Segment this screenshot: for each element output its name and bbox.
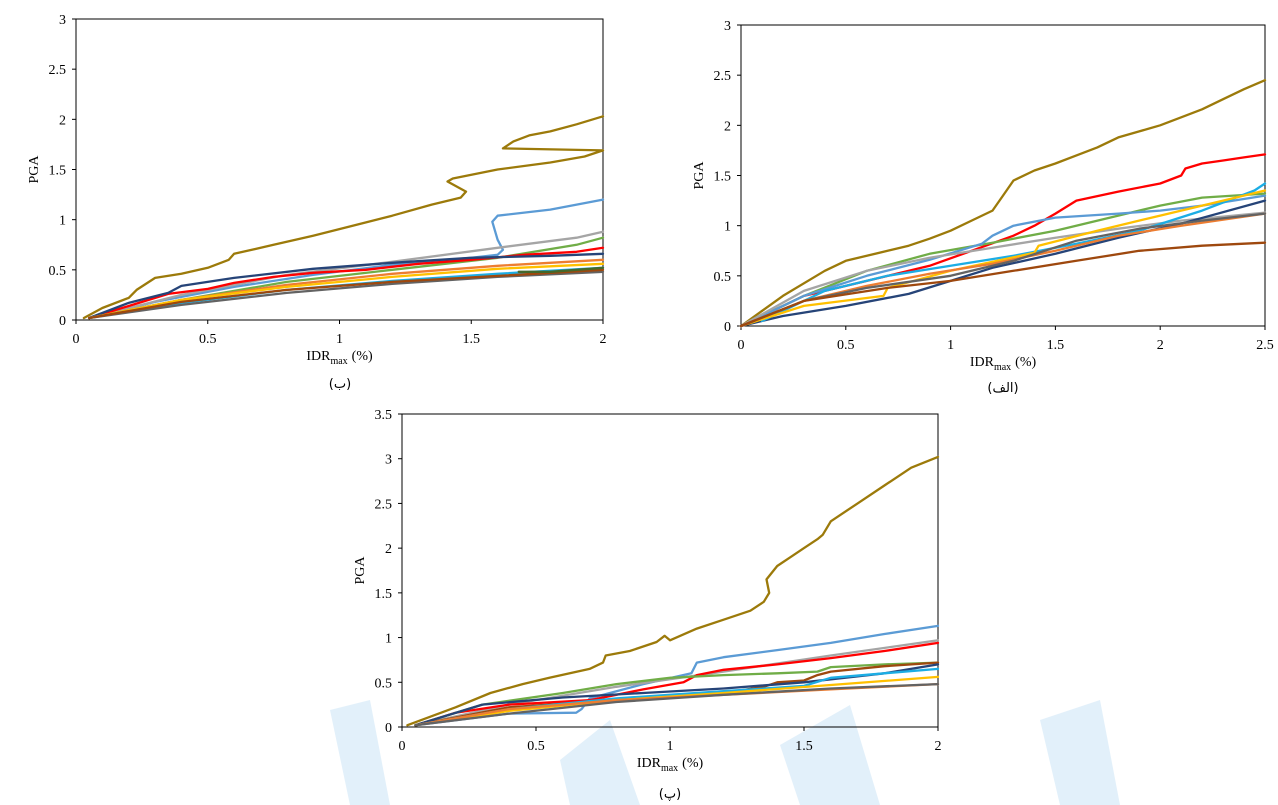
y-axis-label: PGA: [353, 556, 368, 585]
y-axis-label: PGA: [692, 161, 707, 190]
y-tick-label: 2.5: [714, 69, 732, 84]
x-axis-label-unit: (%): [682, 756, 703, 771]
x-tick-label: 1.5: [1047, 338, 1065, 353]
y-tick-label: 2.5: [375, 497, 393, 512]
series-line-2: [414, 624, 940, 727]
series-line-1: [406, 455, 940, 727]
x-tick-label: 0: [73, 332, 80, 347]
x-axis-label-main: IDR: [637, 756, 662, 771]
x-tick-label: 0: [738, 338, 745, 353]
y-tick-label: 3: [59, 13, 66, 28]
x-axis-label: IDRmax (%): [306, 349, 373, 367]
series-line-2: [739, 153, 1267, 328]
x-tick-label: 0.5: [199, 332, 217, 347]
y-axis-label: PGA: [27, 155, 42, 184]
series-line-2: [88, 198, 605, 320]
series-line-4: [739, 194, 1267, 328]
y-tick-label: 0: [724, 320, 731, 335]
panel-caption: (ب): [329, 377, 351, 392]
series-line-8: [739, 189, 1267, 328]
x-axis-label-subscript: max: [330, 356, 347, 367]
x-tick-label: 0: [399, 739, 406, 754]
x-tick-label: 0.5: [527, 739, 545, 754]
x-tick-label: 2: [935, 739, 942, 754]
x-tick-label: 2.5: [1256, 338, 1274, 353]
series-line-10: [88, 270, 605, 320]
x-axis-label-unit: (%): [1015, 355, 1036, 370]
y-tick-label: 0.5: [49, 264, 67, 279]
x-axis-label-unit: (%): [352, 349, 373, 364]
x-axis-label: IDRmax (%): [637, 756, 704, 774]
y-tick-label: 1.5: [375, 587, 393, 602]
y-tick-label: 2: [724, 119, 731, 134]
x-tick-label: 1: [336, 332, 343, 347]
y-tick-label: 1: [59, 214, 66, 229]
y-tick-label: 0: [59, 314, 66, 329]
x-tick-label: 0.5: [837, 338, 855, 353]
y-tick-label: 2: [59, 113, 66, 128]
y-tick-label: 1.5: [714, 170, 732, 185]
y-tick-label: 0.5: [714, 270, 732, 285]
series-line-3: [739, 192, 1267, 328]
panel-caption: (الف): [987, 381, 1018, 396]
series-line-1: [82, 115, 605, 320]
series-line-11: [414, 682, 940, 727]
y-tick-label: 1: [385, 632, 392, 647]
x-tick-label: 1: [667, 739, 674, 754]
panel-caption: (پ): [659, 787, 681, 802]
x-tick-label: 1.5: [463, 332, 481, 347]
x-tick-label: 1.5: [795, 739, 813, 754]
x-axis-label: IDRmax (%): [970, 355, 1037, 373]
y-tick-label: 0.5: [375, 676, 393, 691]
x-axis-label-subscript: max: [994, 362, 1011, 373]
x-axis-label-main: IDR: [970, 355, 995, 370]
y-tick-label: 3.5: [375, 408, 393, 423]
x-tick-label: 2: [1157, 338, 1164, 353]
x-tick-label: 1: [947, 338, 954, 353]
series-line-1: [739, 79, 1267, 328]
x-tick-label: 2: [600, 332, 607, 347]
series-line-5: [414, 661, 940, 727]
y-tick-label: 3: [724, 19, 731, 34]
x-axis-label-subscript: max: [661, 763, 678, 774]
y-tick-label: 3: [385, 453, 392, 468]
y-tick-label: 2: [385, 542, 392, 557]
y-tick-label: 1: [724, 220, 731, 235]
y-tick-label: 0: [385, 721, 392, 736]
x-axis-label-main: IDR: [306, 349, 331, 364]
series-line-4: [414, 641, 940, 727]
series-line-12: [517, 266, 605, 273]
y-tick-label: 1.5: [49, 164, 67, 179]
series-line-11: [88, 268, 605, 320]
series-line-6: [88, 252, 605, 320]
y-tick-label: 2.5: [49, 63, 67, 78]
series-line-8: [88, 262, 605, 320]
series-line-11: [739, 241, 1267, 328]
